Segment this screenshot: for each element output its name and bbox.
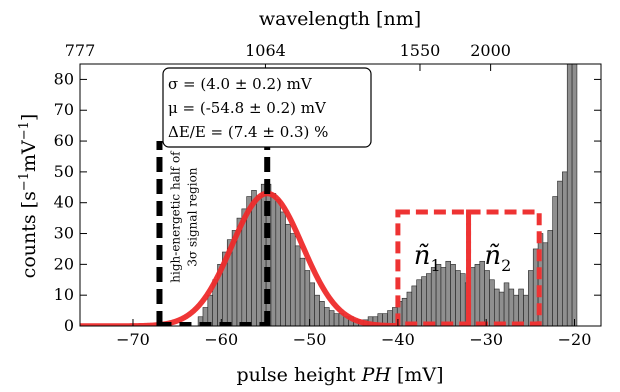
histogram-bar — [547, 230, 553, 326]
histogram-bar — [552, 196, 558, 326]
histogram-bar — [513, 294, 519, 326]
y-tick-label: 40 — [54, 193, 74, 212]
fit-results-box: σ = (4.0 ± 0.2) mV μ = (-54.8 ± 0.2) mV … — [162, 67, 372, 148]
histogram-bar — [440, 267, 447, 326]
histogram-bar — [207, 294, 213, 326]
region-box-labels: ñ1 ñ2 — [414, 241, 512, 275]
plot-area — [80, 64, 578, 327]
histogram-bar — [314, 294, 320, 326]
histogram-bar — [430, 267, 437, 326]
y-tick-label: 10 — [54, 285, 74, 304]
histogram-bar — [270, 193, 277, 326]
top-tick-label: 1550 — [400, 41, 441, 60]
histogram-bar — [299, 257, 306, 326]
histogram-bar — [275, 199, 281, 326]
y-tick-label: 60 — [54, 131, 74, 150]
histogram-bar — [460, 273, 466, 326]
fit-result-sigma: σ = (4.0 ± 0.2) mV — [168, 75, 313, 93]
histogram-bar — [474, 264, 481, 326]
histogram-bar — [333, 313, 340, 326]
histogram-bar — [562, 171, 568, 326]
histogram-bar — [498, 291, 505, 326]
x-tick-label: −40 — [381, 330, 415, 349]
x-axis-title: pulse height PH [mV] — [236, 364, 443, 386]
region-box-label-1: ñ1 — [414, 241, 441, 275]
histogram-bar — [294, 245, 301, 326]
histogram-bar — [421, 276, 427, 326]
y-tick-label: 30 — [54, 224, 74, 243]
y-tick-label: 50 — [54, 162, 74, 181]
histogram-bar — [285, 223, 291, 326]
histogram-bar — [280, 211, 286, 326]
histogram-bar — [309, 282, 315, 326]
y-axis-ticks: 0 10 20 30 40 50 60 70 80 — [54, 69, 601, 335]
x-axis-ticks: −70 −60 −50 −40 −30 −20 — [116, 319, 591, 349]
histogram-bar — [416, 279, 422, 326]
histogram-bar — [324, 307, 330, 326]
y-tick-label: 20 — [54, 254, 74, 273]
histogram-bar — [566, 64, 573, 326]
histogram-bar — [304, 270, 311, 326]
histogram-bar — [251, 190, 257, 326]
top-tick-label: 1064 — [245, 41, 286, 60]
histogram-bar — [256, 196, 262, 326]
x-tick-label: −60 — [204, 330, 238, 349]
signal-region-label: high-energetic half of 3σ signal region — [168, 150, 199, 283]
histogram-bar — [503, 282, 510, 326]
fit-result-resolution: ΔE/E = (7.4 ± 0.3) % — [168, 123, 328, 141]
histogram-bar — [494, 288, 500, 326]
histogram-bar — [542, 242, 549, 326]
histogram-bar — [484, 270, 490, 326]
histogram-bars — [197, 64, 578, 326]
x-tick-label: −50 — [293, 330, 327, 349]
histogram-bar — [489, 279, 495, 326]
fit-result-mu: μ = (-54.8 ± 0.2) mV — [168, 99, 327, 117]
x-tick-label: −20 — [558, 330, 592, 349]
region-box-2 — [466, 209, 542, 327]
top-tick-label: 2000 — [470, 41, 511, 60]
y-axis-title: counts [s−1mV−1] — [17, 114, 40, 279]
histogram-bar — [455, 270, 461, 326]
fit-results-frame — [162, 67, 372, 148]
histogram-bar — [479, 260, 485, 326]
region-box-label-2: ñ2 — [484, 241, 511, 275]
top-tick-label: 777 — [65, 41, 96, 60]
histogram-bar — [518, 288, 524, 326]
histogram-bar — [508, 288, 515, 326]
y-tick-label: 70 — [54, 100, 74, 119]
histogram-bar — [523, 294, 529, 326]
histogram-bar — [445, 260, 451, 326]
x-tick-label: −30 — [469, 330, 503, 349]
histogram-bar — [319, 301, 325, 326]
histogram-bar — [571, 64, 578, 326]
histogram-bar — [450, 264, 456, 326]
x-tick-label: −70 — [116, 330, 150, 349]
histogram-bar — [528, 270, 534, 326]
top-axis-title: wavelength [nm] — [259, 8, 421, 30]
y-tick-label: 80 — [54, 69, 74, 88]
histogram-bar — [557, 180, 563, 326]
histogram-bar — [406, 291, 413, 326]
histogram-bar — [328, 310, 335, 326]
histogram-bar — [290, 233, 296, 326]
top-axis-ticks: 777 1064 1550 2000 — [65, 41, 511, 71]
region-boxes — [395, 209, 542, 327]
y-tick-label: 0 — [64, 316, 74, 335]
histogram-bar — [411, 285, 417, 326]
histogram-bar — [426, 273, 432, 326]
plot-frame — [79, 63, 602, 327]
